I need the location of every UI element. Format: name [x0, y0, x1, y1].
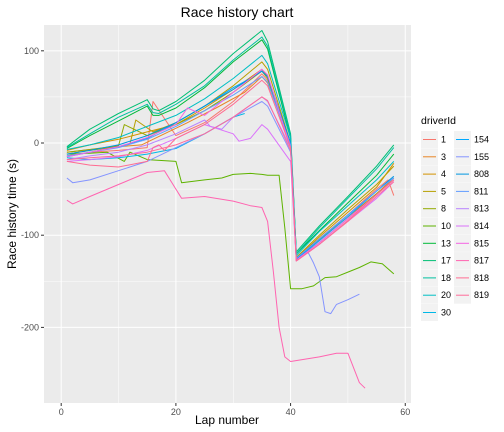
chart-title: Race history chart — [181, 4, 294, 20]
legend-label-20: 20 — [441, 290, 451, 300]
y-tick-label: 0 — [34, 138, 39, 148]
legend-label-3: 3 — [441, 152, 446, 162]
legend-label-5: 5 — [441, 186, 446, 196]
legend-label-17: 17 — [441, 256, 451, 266]
legend-label-30: 30 — [441, 308, 451, 318]
x-axis-title: Lap number — [195, 413, 259, 427]
legend-label-13: 13 — [441, 238, 451, 248]
legend-label-815: 815 — [474, 238, 489, 248]
y-tick-label: -100 — [21, 230, 39, 240]
x-tick-label: 0 — [59, 407, 64, 417]
legend-label-18: 18 — [441, 273, 451, 283]
x-tick-label: 40 — [286, 407, 296, 417]
y-axis-title: Race history time (s) — [5, 159, 19, 269]
legend-label-813: 813 — [474, 204, 489, 214]
y-tick-label: -200 — [21, 322, 39, 332]
legend-title: driverId — [421, 115, 456, 127]
y-tick-label: 100 — [24, 46, 39, 56]
legend: driverId 1345810131718203015415580881181… — [421, 115, 489, 321]
legend-label-155: 155 — [474, 152, 489, 162]
legend-label-4: 4 — [441, 169, 446, 179]
legend-label-819: 819 — [474, 290, 489, 300]
x-tick-label: 20 — [171, 407, 181, 417]
legend-label-154: 154 — [474, 135, 489, 145]
legend-label-1: 1 — [441, 135, 446, 145]
x-tick-label: 60 — [400, 407, 410, 417]
legend-label-808: 808 — [474, 169, 489, 179]
legend-label-10: 10 — [441, 221, 451, 231]
legend-label-818: 818 — [474, 273, 489, 283]
legend-label-814: 814 — [474, 221, 489, 231]
legend-label-8: 8 — [441, 204, 446, 214]
legend-label-817: 817 — [474, 256, 489, 266]
legend-label-811: 811 — [474, 186, 488, 196]
